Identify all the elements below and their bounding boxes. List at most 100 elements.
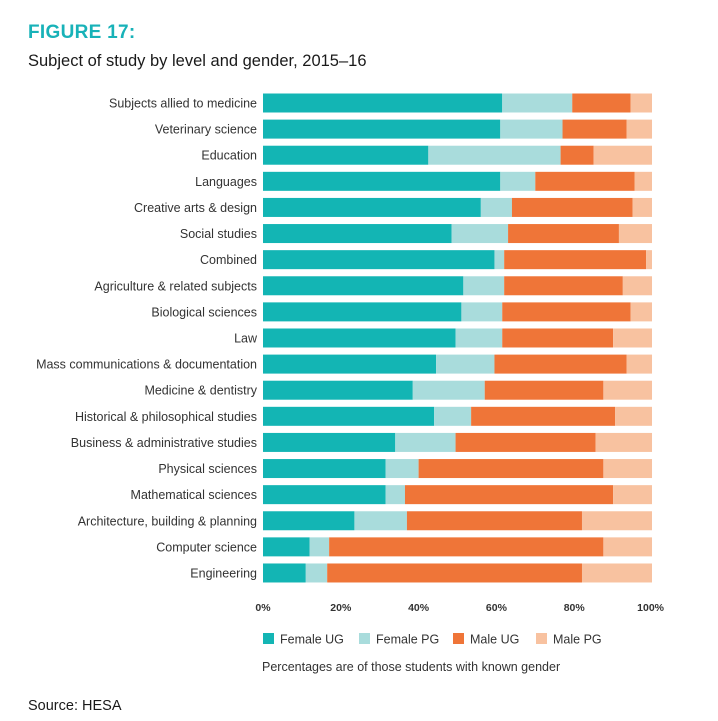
category-label: Education [201, 149, 257, 163]
bar-segment-male-ug [504, 250, 647, 270]
bar-segment-female-pg [305, 563, 328, 583]
legend-swatch [359, 633, 370, 644]
bar-segment-female-ug [263, 224, 452, 244]
legend-label: Female PG [376, 633, 439, 647]
legend-swatch [453, 633, 464, 644]
bar-segment-female-ug [263, 119, 501, 139]
bar-segment-female-pg [451, 224, 509, 244]
bar-segment-male-pg [581, 511, 652, 531]
bar-segment-male-pg [603, 380, 653, 400]
category-label: Creative arts & design [134, 201, 257, 215]
legend: Female UG Female PG Male UG Male PG [263, 633, 602, 647]
bar-segment-female-pg [385, 485, 405, 505]
bar-segment-male-ug [494, 354, 627, 374]
x-tick-label: 80% [564, 602, 586, 614]
x-tick-label: 100% [637, 602, 665, 614]
bar-segment-male-pg [595, 432, 653, 452]
bar-segment-female-ug [263, 485, 386, 505]
x-axis-ticks: 0% 20% 40% 60% 80% 100% [255, 602, 664, 614]
bar-segment-male-ug [572, 93, 631, 113]
bar-segment-male-pg [603, 537, 653, 557]
bar-segment-male-ug [327, 563, 582, 583]
bar-segment-female-ug [263, 171, 501, 191]
bar-segment-female-pg [385, 459, 419, 479]
bar-segment-male-pg [615, 406, 652, 426]
category-label: Mass communications & documentation [36, 358, 257, 372]
category-label: Combined [200, 253, 257, 267]
chart-source: Source: HESA [28, 698, 122, 714]
bar-segment-male-pg [613, 328, 652, 348]
category-label: Medicine & dentistry [144, 384, 257, 398]
category-label: Mathematical sciences [131, 488, 257, 502]
chart-title: Subject of study by level and gender, 20… [28, 52, 367, 70]
bar-segment-female-pg [455, 328, 503, 348]
bar-segment-male-ug [329, 537, 604, 557]
bar-segment-female-pg [461, 302, 503, 322]
bar-segment-female-pg [309, 537, 330, 557]
bar-segment-male-ug [418, 459, 604, 479]
bar-segment-male-pg [603, 459, 653, 479]
bar-segment-male-ug [406, 511, 582, 531]
bar-segment-female-pg [480, 197, 512, 217]
category-label: Physical sciences [158, 462, 257, 476]
bar-segment-female-pg [395, 432, 456, 452]
bar-segment-male-ug [535, 171, 635, 191]
bar-segment-male-pg [646, 250, 652, 270]
bar-segment-male-pg [622, 276, 653, 296]
bar-segment-female-pg [494, 250, 505, 270]
figure-label: FIGURE 17: [28, 22, 136, 43]
legend-swatch [536, 633, 547, 644]
category-label: Agriculture & related subjects [94, 279, 257, 293]
bar-segment-male-ug [484, 380, 604, 400]
bar-segment-male-pg [630, 302, 652, 322]
x-tick-label: 40% [408, 602, 430, 614]
bar-segment-female-pg [412, 380, 485, 400]
bar-segment-female-pg [436, 354, 495, 374]
bar-segment-female-ug [263, 406, 435, 426]
legend-label: Male UG [470, 633, 519, 647]
bar-segment-male-ug [511, 197, 633, 217]
bar-segment-female-pg [428, 145, 561, 165]
bar-segment-female-pg [500, 171, 536, 191]
bar-segment-female-ug [263, 93, 503, 113]
bar-segment-female-ug [263, 302, 462, 322]
bar-segment-female-pg [434, 406, 472, 426]
bar-segment-male-ug [504, 276, 623, 296]
bar-segment-male-pg [618, 224, 652, 244]
legend-label: Female UG [280, 633, 344, 647]
bar-segment-male-pg [593, 145, 652, 165]
bar-segment-female-pg [463, 276, 505, 296]
bar-segment-male-ug [471, 406, 616, 426]
bar-segment-female-ug [263, 537, 310, 557]
bar-segment-female-pg [500, 119, 563, 139]
x-tick-label: 60% [486, 602, 508, 614]
bar-segment-female-ug [263, 354, 437, 374]
bar-segment-male-ug [508, 224, 619, 244]
bar-segment-female-ug [263, 380, 413, 400]
legend-label: Male PG [553, 633, 602, 647]
bar-segment-male-ug [502, 302, 631, 322]
bar-segment-female-ug [263, 145, 429, 165]
stacked-bar-chart: Subjects allied to medicine Veterinary sc… [36, 93, 665, 647]
bar-segment-female-ug [263, 563, 306, 583]
bar-segment-female-ug [263, 250, 495, 270]
bar-segment-female-ug [263, 511, 355, 531]
bar-segment-male-pg [630, 93, 652, 113]
bar-segment-male-pg [626, 354, 653, 374]
legend-swatch [263, 633, 274, 644]
bar-segment-male-ug [404, 485, 614, 505]
bar-segment-female-pg [502, 93, 573, 113]
bar-segment-male-pg [632, 197, 652, 217]
bar-segment-female-ug [263, 276, 464, 296]
category-label: Biological sciences [151, 305, 257, 319]
bar-segment-male-pg [581, 563, 652, 583]
bar-segment-female-ug [263, 459, 386, 479]
category-label: Law [234, 331, 258, 345]
x-tick-label: 20% [330, 602, 352, 614]
bar-segment-male-pg [613, 485, 652, 505]
category-labels: Subjects allied to medicine Veterinary sc… [36, 97, 258, 581]
category-label: Subjects allied to medicine [109, 97, 257, 111]
category-label: Business & administrative studies [71, 436, 257, 450]
bar-segment-female-ug [263, 328, 456, 348]
bar-segment-female-ug [263, 197, 481, 217]
